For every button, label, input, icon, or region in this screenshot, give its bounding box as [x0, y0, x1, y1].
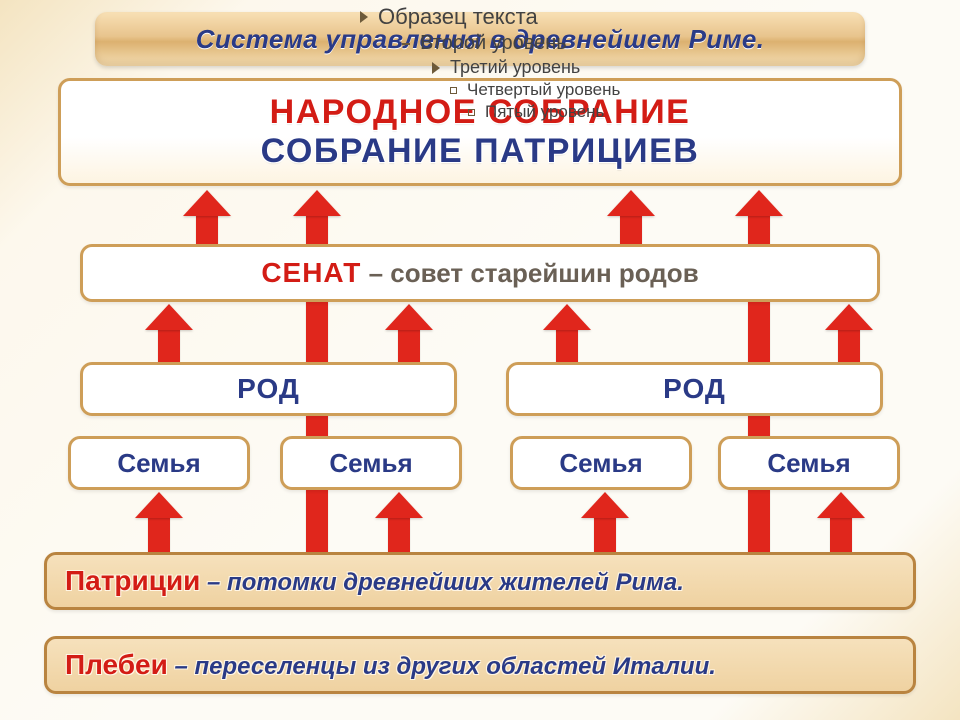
box-senate: СЕНАТ – совет старейшин родов	[80, 244, 880, 302]
box-plebei: Плебеи – переселенцы из других областей …	[44, 636, 916, 694]
arrow-rod-senate-3	[556, 326, 578, 362]
patricii-head: Патриции	[65, 565, 200, 596]
box-family-2: Семья	[280, 436, 462, 490]
placeholder-lvl5: Пятый уровень	[485, 102, 604, 122]
senate-desc: – совет старейшин родов	[361, 258, 698, 288]
patricii-desc: – потомки древнейших жителей Рима.	[200, 569, 684, 596]
family-label: Семья	[767, 448, 850, 479]
box-family-4: Семья	[718, 436, 900, 490]
assembly-title-bottom: СОБРАНИЕ ПАТРИЦИЕВ	[261, 132, 700, 171]
arrow-rod-senate-2	[398, 326, 420, 362]
box-rod-right: РОД	[506, 362, 883, 416]
placeholder-outline: Образец текста Второй уровень Третий уро…	[360, 4, 620, 122]
placeholder-lvl3: Третий уровень	[450, 57, 580, 78]
box-rod-left: РОД	[80, 362, 457, 416]
rod-label: РОД	[663, 373, 726, 405]
box-family-1: Семья	[68, 436, 250, 490]
senate-head: СЕНАТ	[261, 257, 361, 288]
arrow-patricii-family-2	[388, 514, 410, 552]
bullet-icon	[360, 11, 368, 23]
senate-text: СЕНАТ – совет старейшин родов	[261, 257, 698, 289]
family-label: Семья	[117, 448, 200, 479]
placeholder-lvl2: Второй уровень	[420, 32, 567, 55]
bullet-icon	[402, 43, 410, 45]
family-label: Семья	[329, 448, 412, 479]
plebei-head: Плебеи	[65, 649, 168, 680]
bullet-icon	[468, 109, 475, 116]
arrow-senate-assembly-right	[620, 212, 642, 244]
plebei-text: Плебеи – переселенцы из других областей …	[65, 649, 716, 681]
placeholder-lvl1: Образец текста	[378, 4, 538, 30]
family-label: Семья	[559, 448, 642, 479]
arrow-rod-senate-1	[158, 326, 180, 362]
plebei-desc: – переселенцы из других областей Италии.	[168, 653, 716, 680]
bullet-icon	[450, 87, 457, 94]
arrow-rod-senate-4	[838, 326, 860, 362]
box-family-3: Семья	[510, 436, 692, 490]
arrow-patricii-family-3	[594, 514, 616, 552]
rod-label: РОД	[237, 373, 300, 405]
arrow-patricii-family-1	[148, 514, 170, 552]
placeholder-lvl4: Четвертый уровень	[467, 80, 620, 100]
box-patricii: Патриции – потомки древнейших жителей Ри…	[44, 552, 916, 610]
patricii-text: Патриции – потомки древнейших жителей Ри…	[65, 565, 684, 597]
arrow-patricii-family-4	[830, 514, 852, 552]
bullet-icon	[432, 62, 440, 74]
arrow-senate-assembly-left	[196, 212, 218, 244]
